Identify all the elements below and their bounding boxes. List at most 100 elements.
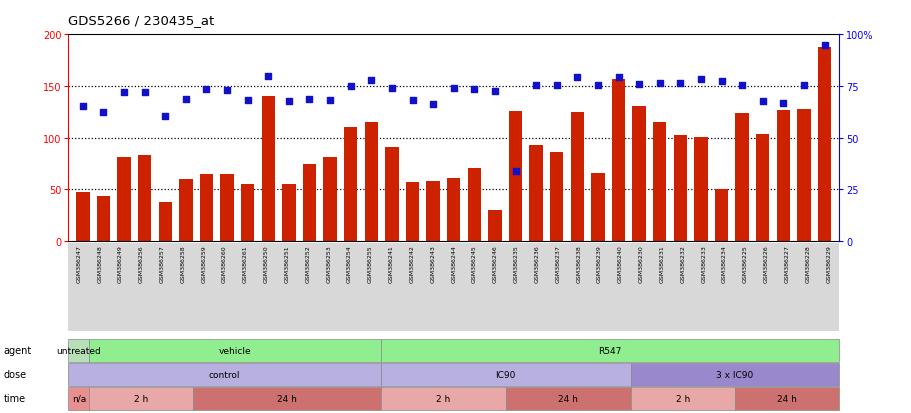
Bar bbox=[693, 137, 707, 242]
Text: GSM386241: GSM386241 bbox=[388, 244, 394, 282]
Bar bbox=[446, 178, 460, 242]
Point bbox=[241, 98, 255, 104]
Point bbox=[754, 99, 769, 105]
Bar bbox=[673, 135, 686, 242]
Point bbox=[734, 83, 749, 89]
Text: 3 x IC90: 3 x IC90 bbox=[715, 370, 752, 379]
Text: GSM386253: GSM386253 bbox=[326, 244, 331, 282]
Bar bbox=[487, 211, 501, 242]
Text: GSM386249: GSM386249 bbox=[118, 244, 123, 282]
Text: GSM386248: GSM386248 bbox=[97, 244, 102, 282]
Text: GSM386225: GSM386225 bbox=[742, 244, 747, 282]
Text: GSM386235: GSM386235 bbox=[513, 244, 518, 282]
Text: GSM386229: GSM386229 bbox=[825, 244, 830, 282]
Point bbox=[302, 97, 316, 104]
Text: 24 h: 24 h bbox=[558, 394, 578, 403]
Text: untreated: untreated bbox=[56, 346, 101, 355]
Text: GSM386242: GSM386242 bbox=[409, 244, 415, 282]
Point bbox=[220, 88, 234, 94]
Text: 24 h: 24 h bbox=[776, 394, 796, 403]
Text: GSM386260: GSM386260 bbox=[222, 244, 227, 282]
Bar bbox=[118, 158, 130, 242]
Bar bbox=[529, 146, 542, 242]
Text: 2 h: 2 h bbox=[435, 394, 450, 403]
Text: GSM386243: GSM386243 bbox=[430, 244, 435, 282]
Text: GSM386254: GSM386254 bbox=[347, 244, 352, 282]
Point bbox=[775, 100, 790, 107]
Text: GSM386240: GSM386240 bbox=[617, 244, 622, 282]
Bar bbox=[200, 174, 213, 242]
Text: GSM386238: GSM386238 bbox=[576, 244, 580, 282]
Text: n/a: n/a bbox=[72, 394, 86, 403]
Text: GSM386252: GSM386252 bbox=[305, 244, 310, 282]
Text: 2 h: 2 h bbox=[134, 394, 148, 403]
Text: agent: agent bbox=[4, 345, 32, 356]
Bar bbox=[652, 123, 666, 242]
Bar bbox=[97, 196, 110, 242]
Point bbox=[796, 83, 811, 89]
Point bbox=[445, 85, 460, 92]
Bar bbox=[570, 113, 583, 242]
Bar bbox=[549, 153, 563, 242]
Point bbox=[138, 90, 152, 96]
Point bbox=[507, 168, 522, 175]
Point bbox=[528, 83, 543, 89]
Text: GSM386256: GSM386256 bbox=[138, 244, 144, 282]
Text: GSM386247: GSM386247 bbox=[77, 244, 81, 282]
Point bbox=[425, 101, 440, 107]
Text: GSM386237: GSM386237 bbox=[555, 244, 559, 282]
Text: GSM386226: GSM386226 bbox=[763, 244, 768, 282]
Text: GSM386258: GSM386258 bbox=[180, 244, 185, 282]
Bar bbox=[364, 123, 377, 242]
Text: dose: dose bbox=[4, 369, 26, 380]
Bar bbox=[384, 148, 398, 242]
Point bbox=[261, 73, 275, 80]
Point bbox=[672, 80, 687, 87]
Text: GSM386244: GSM386244 bbox=[451, 244, 456, 282]
Bar bbox=[817, 47, 831, 242]
Text: GSM386257: GSM386257 bbox=[159, 244, 165, 282]
Point bbox=[693, 76, 708, 83]
Text: IC90: IC90 bbox=[495, 370, 516, 379]
Text: 2 h: 2 h bbox=[675, 394, 690, 403]
Bar bbox=[734, 114, 748, 242]
Point bbox=[569, 74, 584, 81]
Bar bbox=[714, 190, 728, 242]
Bar bbox=[405, 183, 419, 242]
Bar bbox=[159, 202, 172, 242]
Bar bbox=[796, 109, 810, 242]
Bar bbox=[611, 79, 625, 242]
Bar bbox=[590, 173, 604, 242]
Bar bbox=[220, 174, 233, 242]
Point bbox=[281, 99, 296, 105]
Bar bbox=[179, 180, 192, 242]
Bar bbox=[631, 106, 645, 242]
Text: GSM386231: GSM386231 bbox=[659, 244, 664, 282]
Point bbox=[384, 85, 399, 92]
Point bbox=[117, 90, 131, 96]
Point bbox=[610, 74, 625, 81]
Text: GSM386246: GSM386246 bbox=[492, 244, 497, 282]
Text: 24 h: 24 h bbox=[277, 394, 297, 403]
Bar bbox=[241, 185, 254, 242]
Bar bbox=[426, 182, 439, 242]
Text: vehicle: vehicle bbox=[219, 346, 251, 355]
Text: GSM386232: GSM386232 bbox=[680, 244, 684, 282]
Point bbox=[96, 109, 110, 116]
Point bbox=[487, 88, 502, 95]
Point bbox=[548, 83, 563, 89]
Text: GDS5266 / 230435_at: GDS5266 / 230435_at bbox=[68, 14, 214, 27]
Point bbox=[343, 83, 358, 90]
Bar bbox=[755, 134, 769, 242]
Text: GSM386236: GSM386236 bbox=[534, 244, 539, 282]
Text: GSM386261: GSM386261 bbox=[242, 244, 248, 282]
Bar bbox=[323, 158, 336, 242]
Bar bbox=[76, 192, 89, 242]
Text: GSM386230: GSM386230 bbox=[638, 244, 643, 282]
Text: GSM386227: GSM386227 bbox=[783, 244, 789, 282]
Bar bbox=[281, 185, 295, 242]
Bar bbox=[467, 169, 480, 242]
Bar bbox=[343, 128, 357, 242]
Bar bbox=[138, 156, 151, 242]
Bar bbox=[261, 97, 275, 242]
